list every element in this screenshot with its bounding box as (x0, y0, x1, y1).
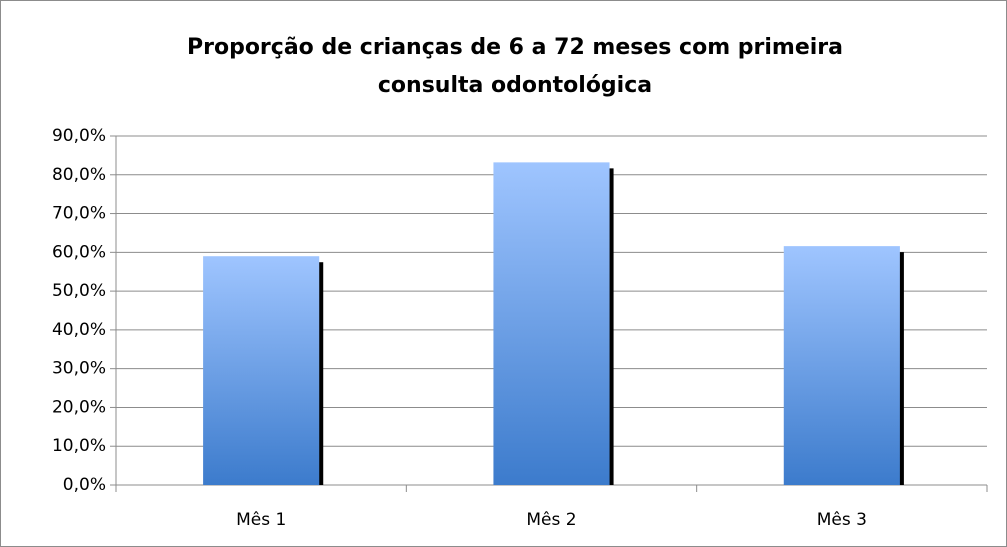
y-tick-label: 60,0% (52, 242, 106, 262)
y-tick-label: 30,0% (52, 359, 106, 379)
y-tick-label: 10,0% (52, 436, 106, 456)
y-tick-label: 0,0% (63, 475, 106, 495)
y-tick-label: 70,0% (52, 204, 106, 224)
y-tick-label: 50,0% (52, 281, 106, 301)
y-tick-label: 80,0% (52, 165, 106, 185)
chart-title: consulta odontológica (378, 73, 652, 98)
bar (203, 256, 320, 485)
x-tick-label: Mês 3 (817, 510, 867, 530)
y-tick-label: 20,0% (52, 397, 106, 417)
bar (493, 162, 610, 485)
chart-title: Proporção de crianças de 6 a 72 meses co… (187, 35, 843, 60)
x-tick-label: Mês 2 (526, 510, 576, 530)
y-tick-label: 40,0% (52, 320, 106, 340)
y-tick-label: 90,0% (52, 126, 106, 146)
x-tick-label: Mês 1 (236, 510, 286, 530)
bar (783, 246, 900, 485)
